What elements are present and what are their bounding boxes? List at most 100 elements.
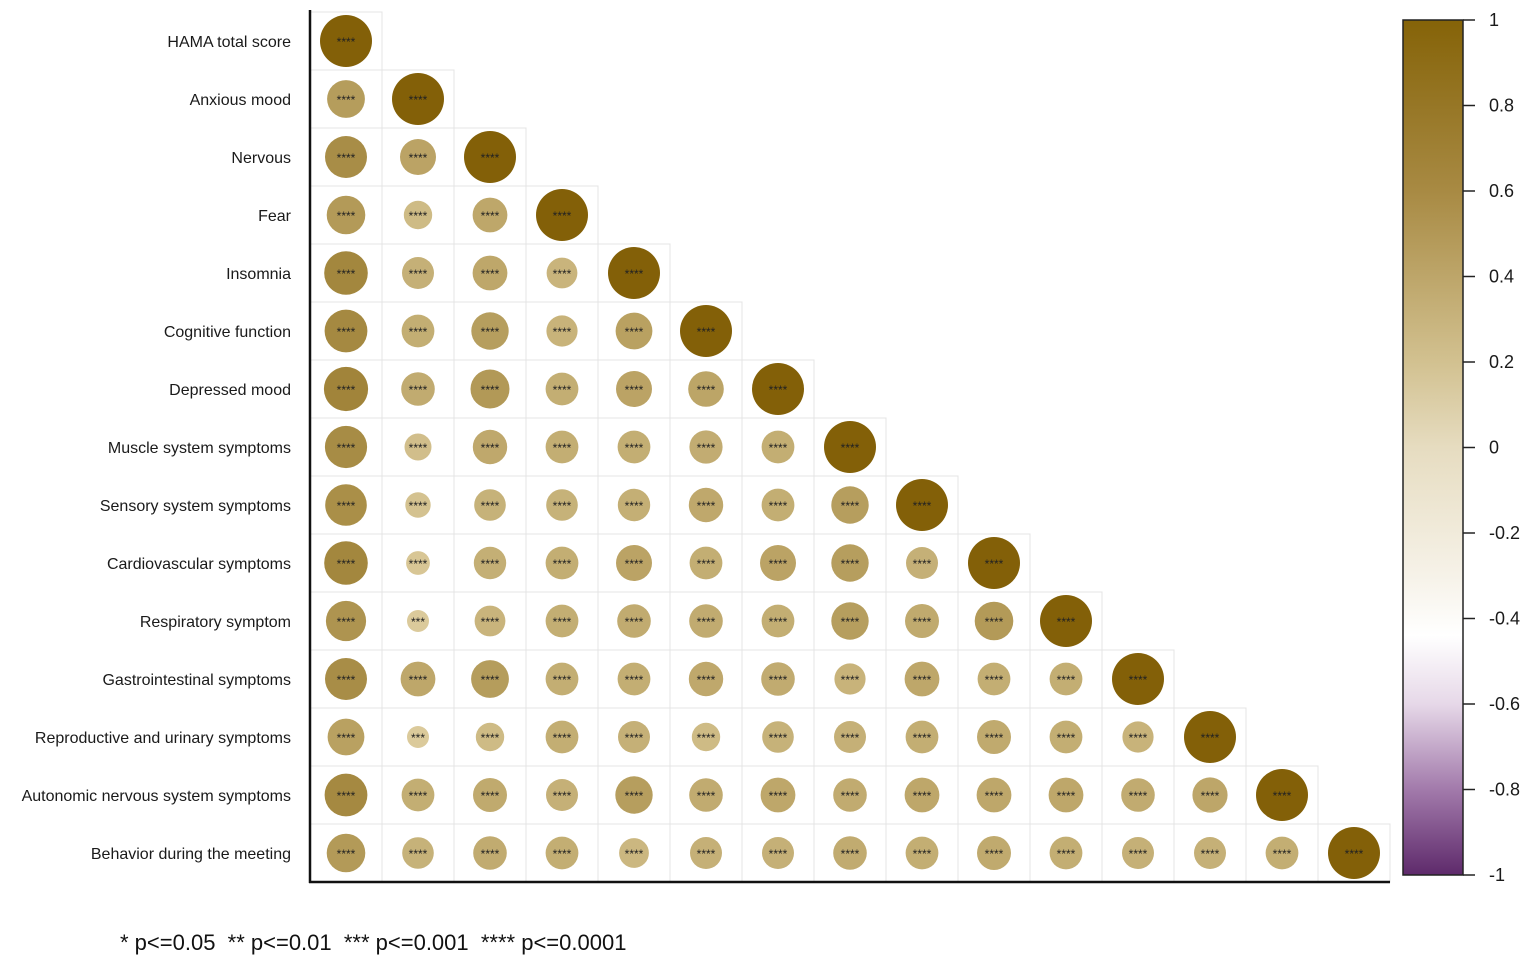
- significance-label: ****: [409, 557, 428, 571]
- correlation-circle: [1184, 711, 1236, 763]
- significance-label: ****: [625, 499, 644, 513]
- row-label: Autonomic nervous system symptoms: [22, 788, 291, 805]
- correlation-circle: [1256, 769, 1308, 821]
- significance-label: ****: [337, 383, 356, 397]
- correlation-circle: [691, 722, 721, 752]
- correlation-circle: [896, 479, 948, 531]
- correlation-circle: [690, 837, 722, 869]
- significance-label: ****: [481, 499, 500, 513]
- correlation-circle: [1112, 653, 1164, 705]
- significance-label: ****: [481, 731, 500, 745]
- significance-label: ****: [553, 673, 572, 687]
- row-label: Muscle system symptoms: [108, 440, 291, 457]
- correlation-circle: [1048, 777, 1084, 813]
- significance-label: ****: [841, 847, 860, 861]
- correlation-circle: [320, 15, 372, 67]
- significance-label: ****: [697, 441, 716, 455]
- significance-label: ****: [625, 673, 644, 687]
- significance-label: ****: [337, 441, 356, 455]
- significance-label: ****: [841, 615, 860, 629]
- significance-label: ****: [625, 557, 644, 571]
- significance-label: ****: [337, 557, 356, 571]
- significance-label: ****: [985, 847, 1004, 861]
- significance-label: ****: [337, 209, 356, 223]
- matrix-cell: [381, 185, 455, 245]
- significance-label: ****: [409, 93, 428, 107]
- significance-label: ****: [337, 731, 356, 745]
- significance-label: ****: [409, 441, 428, 455]
- correlation-circle: [1122, 721, 1154, 753]
- significance-label: ***: [411, 615, 425, 629]
- row-label: HAMA total score: [167, 34, 291, 51]
- significance-label: ****: [769, 441, 788, 455]
- significance-label: ****: [553, 789, 572, 803]
- significance-label: ****: [841, 731, 860, 745]
- correlation-circle: [831, 544, 869, 582]
- significance-label: ****: [913, 499, 932, 513]
- correlation-circle: [906, 547, 938, 579]
- significance-label: ****: [841, 789, 860, 803]
- significance-label: ****: [337, 325, 356, 339]
- significance-label: ****: [337, 35, 356, 49]
- correlation-circle: [473, 836, 507, 870]
- correlation-circle: [401, 314, 435, 348]
- row-label: Cognitive function: [164, 324, 291, 341]
- correlation-circle: [402, 257, 434, 289]
- significance-label: ****: [625, 731, 644, 745]
- correlation-circle: [325, 136, 367, 178]
- significance-label: ****: [1057, 847, 1076, 861]
- significance-label: ****: [697, 325, 716, 339]
- correlation-circle: [401, 372, 435, 406]
- significance-label: ****: [1129, 847, 1148, 861]
- significance-label: ****: [625, 325, 644, 339]
- correlation-circle: [325, 484, 367, 526]
- correlation-circle: [324, 425, 368, 469]
- significance-label: ****: [625, 615, 644, 629]
- significance-label: ****: [553, 325, 572, 339]
- significance-label: ****: [625, 789, 644, 803]
- correlation-circle: [615, 312, 653, 350]
- significance-label: ****: [337, 847, 356, 861]
- correlation-circle: [324, 773, 368, 817]
- correlation-circle: [464, 131, 516, 183]
- correlation-circle: [824, 421, 876, 473]
- significance-label: ****: [553, 383, 572, 397]
- correlation-circle: [834, 663, 866, 695]
- significance-label: ****: [697, 673, 716, 687]
- significance-label: ****: [625, 383, 644, 397]
- correlation-circle: [406, 551, 430, 575]
- significance-label: ****: [481, 789, 500, 803]
- significance-label: ****: [553, 209, 572, 223]
- correlation-circle: [545, 546, 579, 580]
- correlation-circle: [761, 488, 795, 522]
- significance-label: ****: [913, 789, 932, 803]
- colorbar-tick-label: 0.6: [1489, 181, 1514, 201]
- significance-label: ****: [769, 557, 788, 571]
- significance-label: ****: [769, 847, 788, 861]
- row-label: Depressed mood: [169, 382, 291, 399]
- correlation-circle: [473, 546, 507, 580]
- correlation-circle: [325, 658, 367, 700]
- correlation-circle: [1049, 720, 1083, 754]
- significance-label: ****: [769, 383, 788, 397]
- correlation-circle: [834, 721, 866, 753]
- significance-label: ****: [1057, 789, 1076, 803]
- correlation-circle: [976, 777, 1012, 813]
- correlation-circle: [977, 662, 1011, 696]
- correlation-circle: [327, 80, 365, 118]
- correlation-circle: [403, 200, 433, 230]
- row-label: Respiratory symptom: [140, 614, 291, 631]
- correlation-circle: [472, 429, 508, 465]
- correlation-circle: [904, 777, 940, 813]
- significance-label: ****: [841, 673, 860, 687]
- significance-label: ****: [913, 557, 932, 571]
- correlation-circle: [688, 487, 724, 523]
- correlation-circle: [400, 139, 436, 175]
- significance-label: ****: [697, 847, 716, 861]
- row-label: Insomnia: [226, 266, 291, 283]
- significance-label: ****: [553, 499, 572, 513]
- significance-label: ****: [409, 151, 428, 165]
- correlation-circle: [689, 546, 723, 580]
- significance-label: ****: [337, 789, 356, 803]
- colorbar: 1 0.8 0.6 0.4 0.2 0 -0.2 -0.4 -0.6 -0.8 -1: [1402, 10, 1520, 885]
